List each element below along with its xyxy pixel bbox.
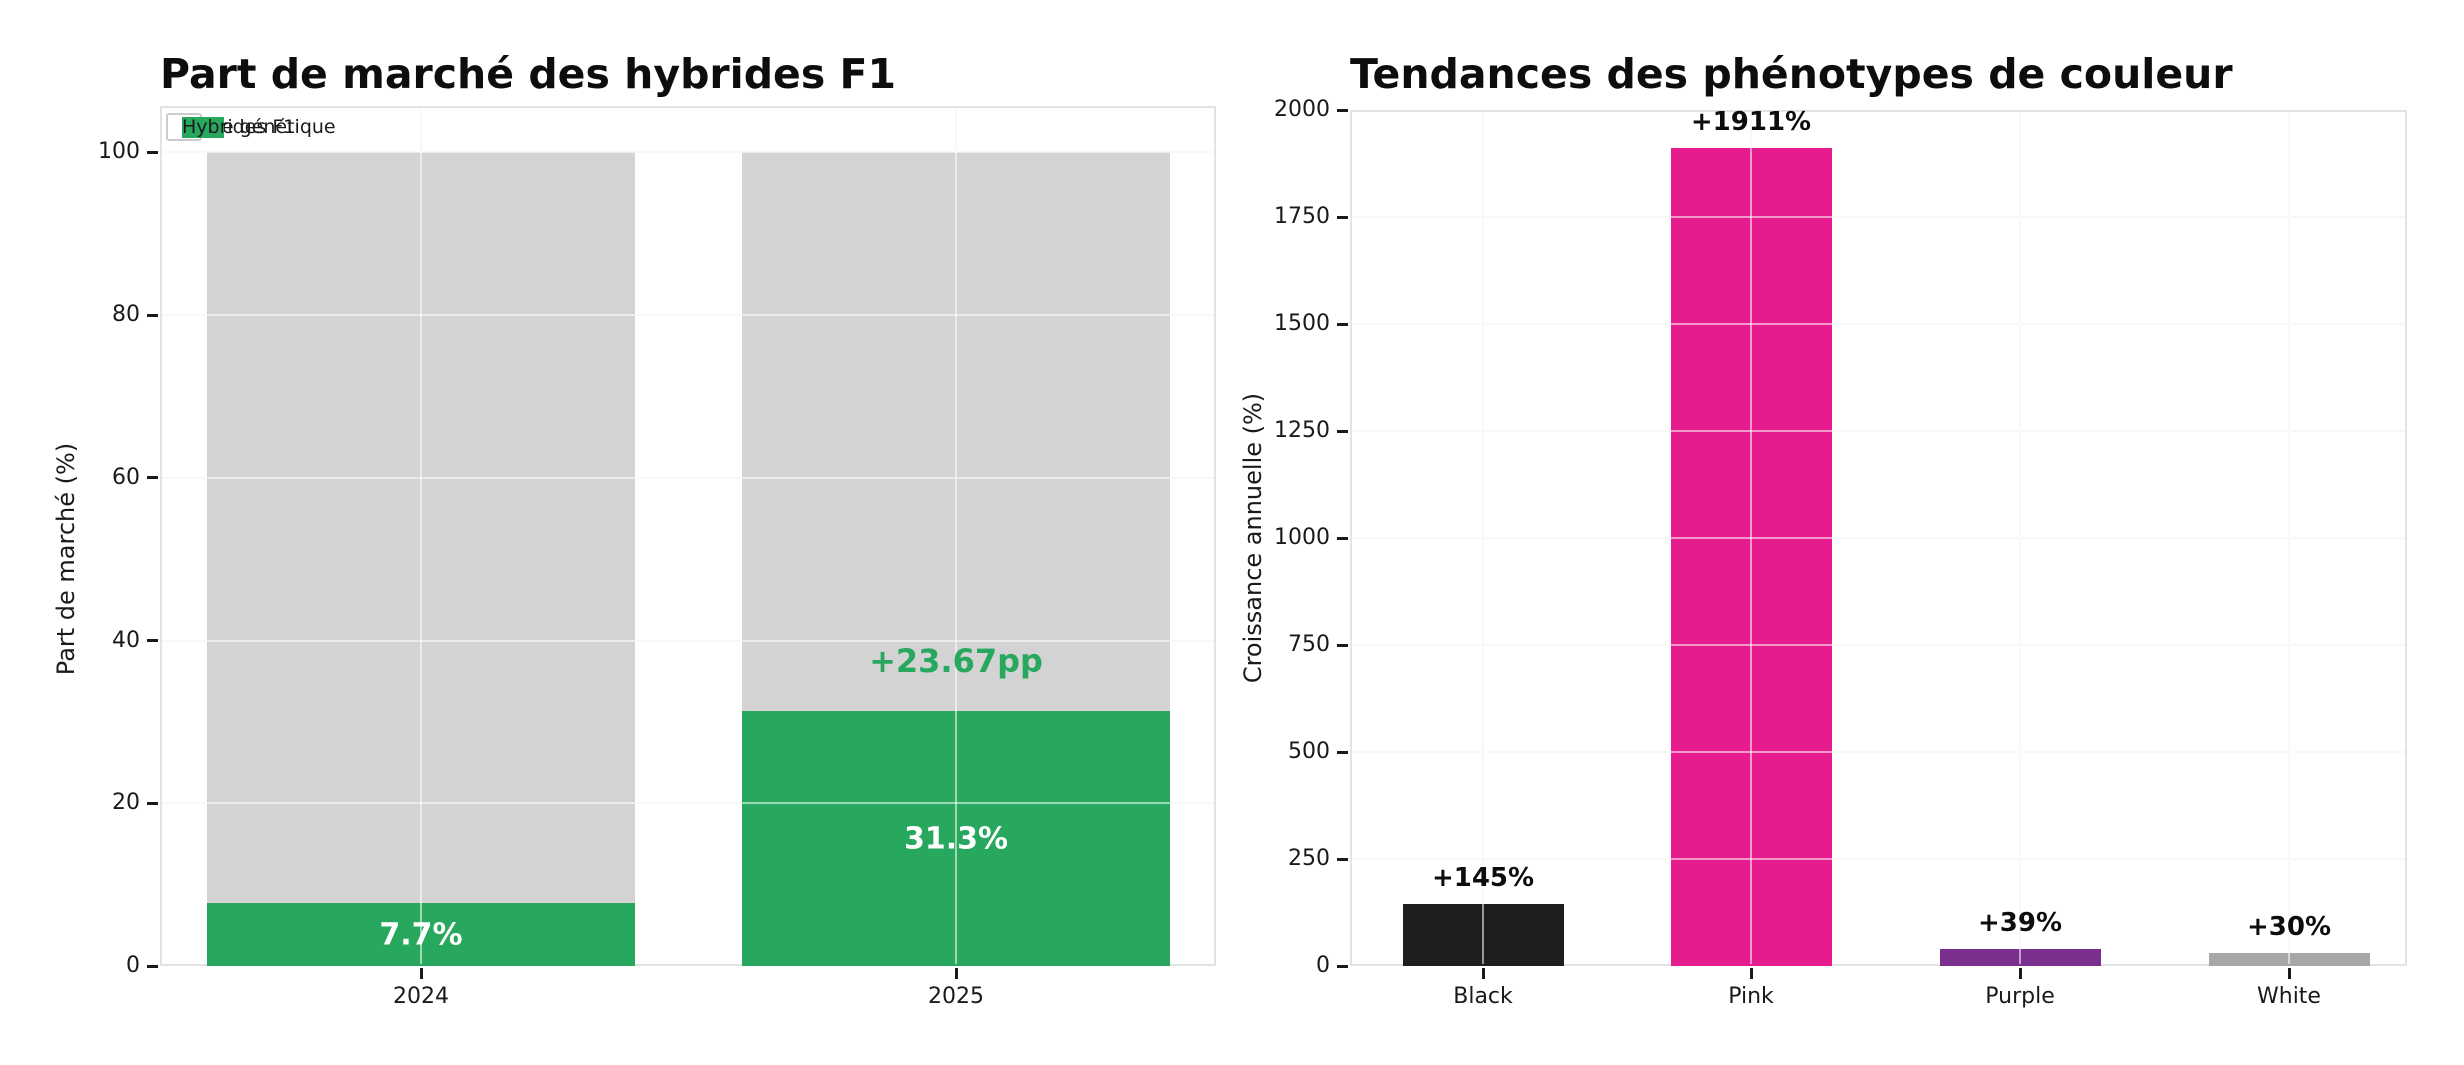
y-tick-mark bbox=[147, 150, 158, 154]
y-tick-mark bbox=[1337, 536, 1348, 540]
bar-value-label: 31.3% bbox=[903, 821, 1009, 857]
y-tick-label: 2000 bbox=[1274, 97, 1330, 122]
gridline-y bbox=[1352, 537, 2405, 539]
y-tick-label: 750 bbox=[1288, 632, 1330, 657]
bar-value-label: +39% bbox=[1977, 908, 2063, 939]
y-tick-mark bbox=[1337, 964, 1348, 968]
x-tick-mark bbox=[954, 968, 958, 979]
x-tick-label-black: Black bbox=[1453, 984, 1513, 1009]
legend-swatch-icon bbox=[182, 116, 224, 138]
y-tick-mark bbox=[1337, 215, 1348, 219]
x-tick-mark bbox=[1481, 968, 1485, 979]
gain-annotation: +23.67pp bbox=[869, 642, 1043, 681]
gridline-x bbox=[2288, 112, 2290, 964]
x-tick-label-pink: Pink bbox=[1728, 984, 1774, 1009]
y-tick-mark bbox=[1337, 429, 1348, 433]
x-tick-mark bbox=[1749, 968, 1753, 979]
y-tick-mark bbox=[1337, 108, 1348, 112]
legend-label: Hybrides F1 bbox=[182, 116, 296, 138]
y-tick-label: 500 bbox=[1288, 739, 1330, 764]
y-tick-label: 1500 bbox=[1274, 311, 1330, 336]
gridline-y bbox=[1352, 323, 2405, 325]
gridline-y bbox=[162, 476, 1214, 479]
gridline-x bbox=[420, 108, 422, 964]
y-tick-mark bbox=[1337, 643, 1348, 647]
y-tick-label: 0 bbox=[126, 953, 140, 978]
y-tick-label: 250 bbox=[1288, 846, 1330, 871]
y-axis-label-market-share: Part de marché (%) bbox=[52, 442, 80, 676]
bar-value-label: 7.7% bbox=[379, 917, 463, 953]
bar-value-label: +1911% bbox=[1690, 107, 1812, 138]
gridline-x bbox=[1750, 112, 1752, 964]
gridline-y bbox=[162, 314, 1214, 317]
gridline-y bbox=[162, 151, 1214, 154]
x-tick-mark bbox=[419, 968, 423, 979]
legend: Autre génétique Hybrides F1 bbox=[166, 113, 336, 141]
chart-title-phenotype-trends: Tendances des phénotypes de couleur bbox=[1350, 50, 2233, 98]
gridline-x bbox=[955, 108, 957, 964]
y-tick-label: 1250 bbox=[1274, 418, 1330, 443]
bar-value-label: +145% bbox=[1431, 862, 1535, 893]
bar-value-label: +30% bbox=[2246, 912, 2332, 943]
x-tick-mark bbox=[2018, 968, 2022, 979]
gridline-y bbox=[1352, 858, 2405, 860]
gridline-y bbox=[162, 802, 1214, 805]
gridline-y bbox=[1352, 216, 2405, 218]
y-tick-mark bbox=[147, 639, 158, 643]
x-tick-label-white: White bbox=[2257, 984, 2321, 1009]
gridline-y bbox=[1352, 751, 2405, 753]
y-tick-mark bbox=[1337, 322, 1348, 326]
y-tick-label: 40 bbox=[112, 627, 140, 653]
y-tick-label: 20 bbox=[112, 790, 140, 816]
y-tick-label: 80 bbox=[112, 302, 140, 328]
y-tick-label: 100 bbox=[98, 139, 140, 165]
y-tick-label: 1750 bbox=[1274, 204, 1330, 229]
x-tick-label-purple: Purple bbox=[1985, 984, 2055, 1009]
gridline-x bbox=[1482, 112, 1484, 964]
y-tick-label: 60 bbox=[112, 464, 140, 490]
x-tick-label-2025: 2025 bbox=[928, 984, 984, 1009]
gridline-y bbox=[1352, 430, 2405, 432]
y-tick-mark bbox=[147, 801, 158, 805]
y-tick-mark bbox=[1337, 857, 1348, 861]
x-tick-mark bbox=[2287, 968, 2291, 979]
y-tick-mark bbox=[147, 964, 158, 968]
y-tick-mark bbox=[147, 313, 158, 317]
gridline-y bbox=[1352, 644, 2405, 646]
gridline-x bbox=[2019, 112, 2021, 964]
gridline-y bbox=[162, 639, 1214, 642]
y-tick-mark bbox=[1337, 750, 1348, 754]
chart-title-market-share: Part de marché des hybrides F1 bbox=[160, 50, 897, 98]
y-tick-label: 1000 bbox=[1274, 525, 1330, 550]
y-tick-mark bbox=[147, 476, 158, 480]
y-tick-label: 0 bbox=[1316, 953, 1330, 978]
y-axis-label-phenotype-trends: Croissance annuelle (%) bbox=[1239, 392, 1267, 684]
x-tick-label-2024: 2024 bbox=[393, 984, 449, 1009]
